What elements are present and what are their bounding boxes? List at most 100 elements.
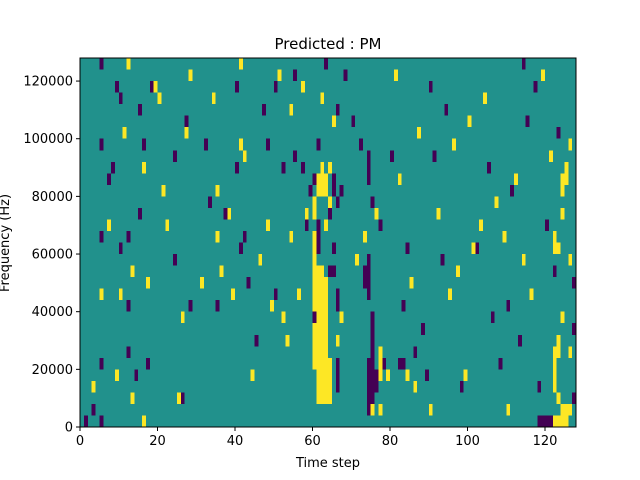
heatmap-cell xyxy=(355,254,359,266)
heatmap-cell xyxy=(107,219,111,231)
heatmap-cell xyxy=(463,369,468,381)
heatmap-cell xyxy=(328,161,332,174)
heatmap-band xyxy=(370,311,375,404)
heatmap-cell xyxy=(560,403,565,416)
heatmap-cell xyxy=(552,230,557,243)
heatmap-cell xyxy=(467,115,472,128)
heatmap-cell xyxy=(289,104,294,116)
x-axis-label: Time step xyxy=(295,456,360,471)
heatmap-cell xyxy=(308,184,313,197)
heatmap-cell xyxy=(436,207,441,220)
heatmap-cell xyxy=(556,415,561,427)
heatmap-cell xyxy=(157,92,162,105)
heatmap-cell xyxy=(300,81,305,93)
heatmap-band xyxy=(335,357,340,393)
heatmap-band xyxy=(312,311,317,324)
heatmap-cell xyxy=(254,334,259,347)
heatmap-cell xyxy=(370,196,375,208)
heatmap-cell xyxy=(572,277,576,289)
heatmap-cell xyxy=(91,403,96,416)
heatmap-cell xyxy=(126,300,131,312)
y-tick-label: 0 xyxy=(65,421,73,436)
heatmap-band xyxy=(335,196,340,208)
heatmap-cell xyxy=(99,288,104,301)
heatmap-cell xyxy=(545,219,549,231)
heatmap-cell xyxy=(246,277,251,289)
heatmap-cell xyxy=(552,415,557,427)
y-axis: 0 20000 40000 60000 80000 100000 120000 xyxy=(23,75,80,436)
heatmap-cell xyxy=(304,207,309,220)
heatmap-band xyxy=(320,161,325,197)
heatmap-cell xyxy=(568,138,573,151)
heatmap-band xyxy=(312,196,317,220)
heatmap-cell xyxy=(541,69,545,82)
heatmap-cell xyxy=(211,92,216,105)
heatmap-cell xyxy=(421,323,425,335)
heatmap-cell xyxy=(440,254,445,266)
heatmap-cell xyxy=(556,242,561,255)
heatmap-cell xyxy=(537,380,542,393)
heatmap-band xyxy=(378,346,383,381)
heatmap-cell xyxy=(281,311,286,324)
heatmap-cell xyxy=(548,150,553,162)
heatmap-cell xyxy=(498,357,503,370)
heatmap-cell xyxy=(207,196,212,208)
heatmap-cell xyxy=(378,219,383,231)
heatmap-cell xyxy=(153,81,158,93)
heatmap-cell xyxy=(235,161,239,174)
heatmap-band xyxy=(324,173,328,197)
heatmap-cell xyxy=(556,334,561,347)
heatmap-cell xyxy=(506,403,511,416)
heatmap-cell xyxy=(130,392,135,404)
heatmap-cell xyxy=(111,161,115,174)
heatmap-cell xyxy=(138,207,142,220)
heatmap-band xyxy=(362,265,367,289)
heatmap-cell xyxy=(204,138,208,151)
heatmap-cell xyxy=(114,369,119,381)
heatmap-band xyxy=(378,403,383,416)
heatmap-cell xyxy=(184,127,189,139)
y-tick-label: 60000 xyxy=(32,248,73,263)
heatmap-cell xyxy=(118,242,123,255)
heatmap-cell xyxy=(219,265,224,278)
heatmap-cell xyxy=(409,277,414,289)
heatmap-cell xyxy=(564,161,569,174)
heatmap-cell xyxy=(537,415,542,427)
heatmap-cell xyxy=(289,230,294,243)
heatmap-cell xyxy=(397,173,402,185)
heatmap-cell xyxy=(514,173,518,185)
heatmap-cell xyxy=(552,357,557,370)
heatmap-cell xyxy=(281,161,286,174)
heatmap-cell xyxy=(568,346,573,358)
heatmap-cell xyxy=(552,346,557,358)
x-tick-label: 60 xyxy=(304,434,321,449)
heatmap-cell xyxy=(370,403,375,416)
heatmap-cell xyxy=(362,230,367,243)
heatmap-cell xyxy=(564,403,569,416)
heatmap-band xyxy=(328,265,336,278)
heatmap-cell xyxy=(227,207,232,220)
heatmap-band xyxy=(316,219,321,255)
heatmap-cell xyxy=(242,150,247,162)
heatmap-band xyxy=(316,265,321,404)
heatmap-cell xyxy=(165,219,170,231)
heatmap-cell xyxy=(552,242,557,255)
heatmap-cell xyxy=(455,265,460,278)
heatmap-cell xyxy=(572,323,576,335)
heatmap-cell xyxy=(138,104,142,116)
heatmap-cell xyxy=(390,150,394,162)
x-tick-label: 20 xyxy=(149,434,166,449)
heatmap-cell xyxy=(521,58,526,70)
heatmap-cell xyxy=(405,242,410,255)
heatmap-cell xyxy=(126,58,131,70)
heatmap-cell xyxy=(339,184,344,197)
y-tick-label: 40000 xyxy=(32,305,73,320)
heatmap-cell xyxy=(413,380,418,393)
heatmap-cell xyxy=(285,334,290,347)
heatmap-cell xyxy=(486,161,491,174)
heatmap-band xyxy=(366,150,371,185)
heatmap-cell xyxy=(510,184,514,197)
heatmap-cell xyxy=(266,219,270,231)
heatmap-cell xyxy=(184,115,189,128)
x-tick-label: 120 xyxy=(533,434,558,449)
